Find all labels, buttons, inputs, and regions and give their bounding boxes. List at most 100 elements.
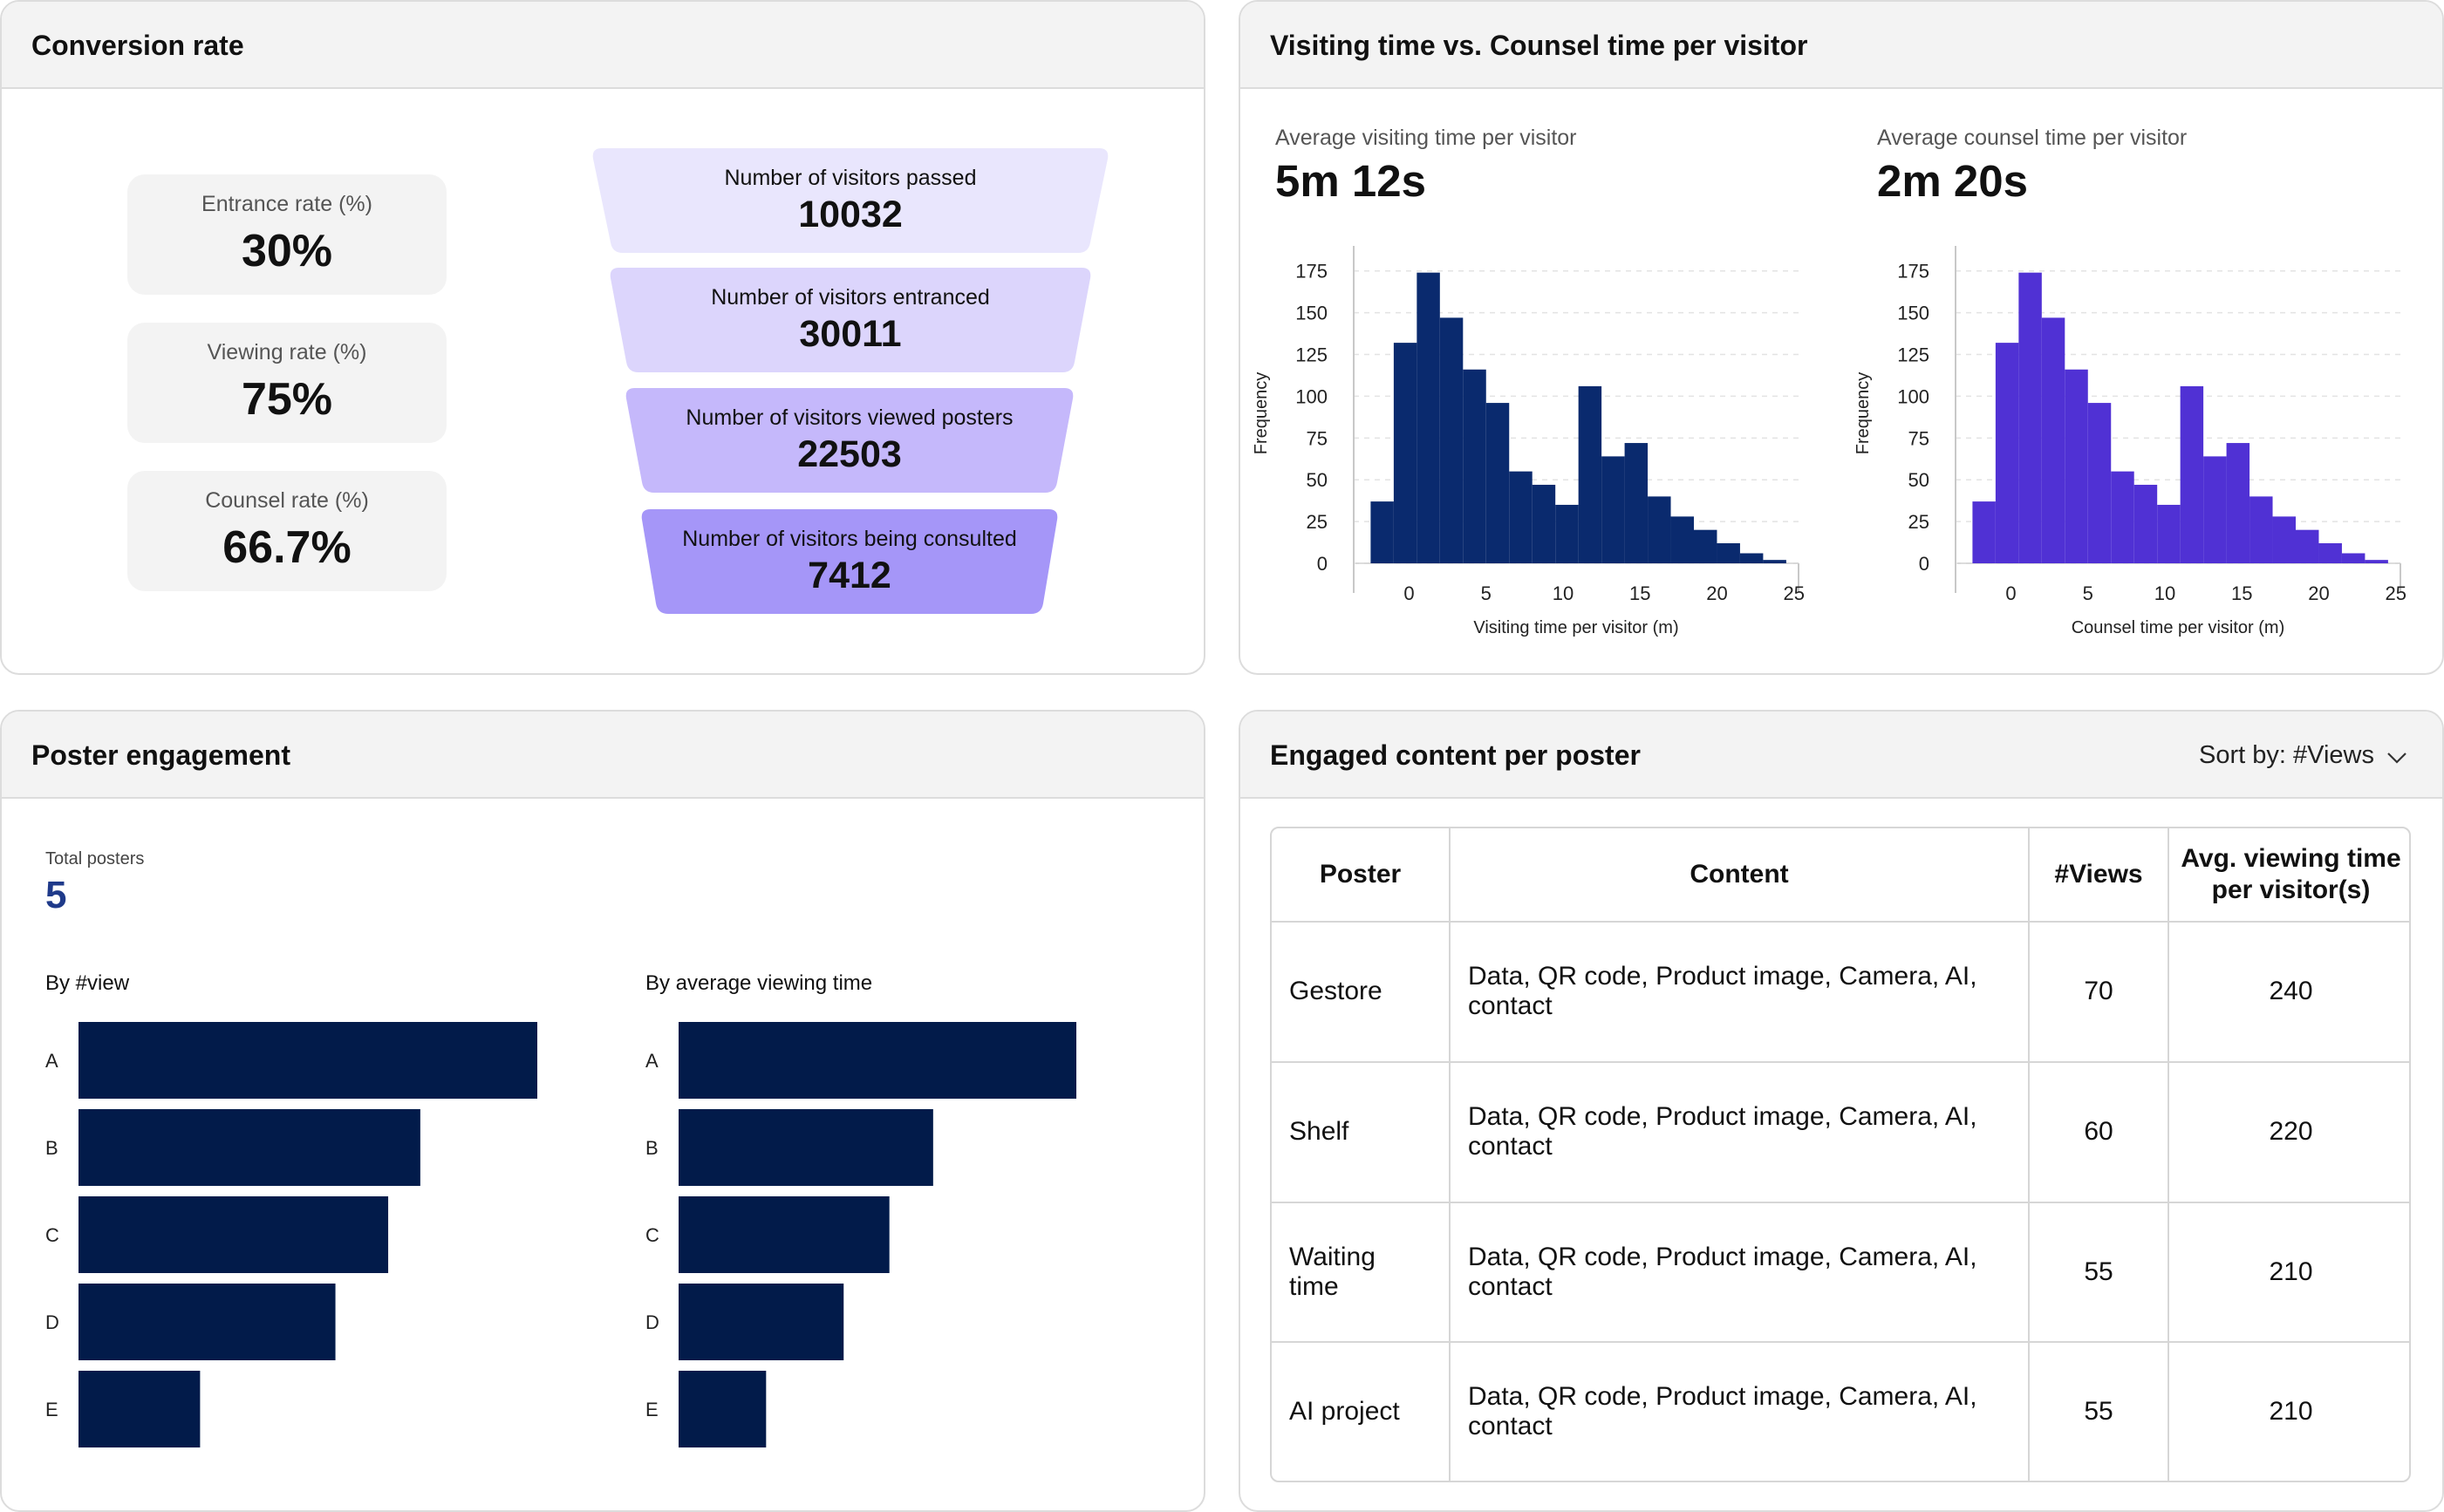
histogram-bar [2249, 496, 2273, 563]
x-tick-label: 0 [1403, 582, 1414, 604]
views-cell: 70 [2028, 921, 2169, 1063]
content-cell: Data, QR code, Product image, Camera, AI… [1449, 1341, 2030, 1481]
category-label: C [645, 1224, 659, 1246]
x-tick-label: 25 [2385, 582, 2406, 604]
category-label: A [45, 1050, 58, 1072]
funnel-label: Number of visitors passed [724, 166, 977, 190]
bar-a [679, 1022, 1076, 1099]
table-row[interactable]: Waiting time Data, QR code, Product imag… [1272, 1201, 2409, 1344]
bar-e [79, 1371, 201, 1447]
histogram-bar [1972, 501, 1996, 563]
total-posters-label: Total posters [45, 849, 145, 868]
bar-d [79, 1284, 336, 1360]
histogram-bar [2087, 403, 2112, 563]
y-tick-label: 125 [1295, 344, 1328, 366]
y-tick-label: 75 [1307, 427, 1328, 449]
histogram-bar [2065, 369, 2088, 563]
y-tick-label: 50 [1307, 469, 1328, 491]
funnel-step-entranced: Number of visitors entranced 30011 [609, 268, 1092, 372]
x-tick-label: 10 [1553, 582, 1574, 604]
y-tick-label: 75 [1908, 427, 1929, 449]
funnel-value: 22503 [797, 433, 902, 475]
viewing-rate-box: Viewing rate (%) 75% [127, 323, 447, 443]
card-title: Visiting time vs. Counsel time per visit… [1270, 30, 1808, 61]
card-header: Conversion rate [2, 2, 1204, 89]
histogram-bar [1648, 496, 1671, 563]
card-title: Poster engagement [31, 739, 290, 771]
avg-time-cell: 240 [2168, 921, 2409, 1063]
engaged-content-table: Poster Content #Views Avg. viewing time … [1270, 827, 2411, 1482]
histogram-bar [1578, 385, 1602, 563]
histogram-bar [1694, 529, 1717, 563]
sort-label: Sort by: #Views [2199, 741, 2374, 769]
bar-b [679, 1109, 933, 1186]
funnel-step-consulted: Number of visitors being consulted 7412 [640, 509, 1059, 614]
histogram-bar [2203, 456, 2227, 563]
views-cell: 55 [2028, 1201, 2169, 1344]
histogram-bar [1439, 317, 1464, 563]
table-row[interactable]: AI project Data, QR code, Product image,… [1272, 1341, 2409, 1481]
sort-dropdown[interactable]: Sort by: #Views [2199, 712, 2407, 800]
bar-c [79, 1196, 389, 1273]
y-tick-label: 0 [1919, 553, 1929, 575]
histogram-bar [1393, 343, 1417, 563]
views-bar-chart: A B C D E [45, 1022, 537, 1447]
viewing-time-bar-chart: A B C D E [645, 1022, 1076, 1447]
histogram-bar [1763, 560, 1786, 563]
card-header: Engaged content per poster Sort by: #Vie… [1240, 712, 2442, 799]
histogram-bar [1417, 272, 1440, 563]
x-tick-label: 20 [2308, 582, 2329, 604]
avg-time-cell: 210 [2168, 1341, 2409, 1481]
y-axis-label: Frequency [1252, 372, 1271, 455]
histogram-bar [2272, 516, 2296, 563]
card-header: Poster engagement [2, 712, 1204, 799]
poster-cell: Shelf [1272, 1060, 1451, 1203]
content-cell: Data, QR code, Product image, Camera, AI… [1449, 921, 2030, 1063]
content-cell: Data, QR code, Product image, Camera, AI… [1449, 1201, 2030, 1344]
x-axis-label: Visiting time per visitor (m) [1473, 618, 1678, 637]
histogram-bar [1601, 456, 1625, 563]
poster-cell: Gestore [1272, 921, 1451, 1063]
column-header-content[interactable]: Content [1449, 828, 2030, 923]
y-tick-label: 125 [1897, 344, 1929, 366]
y-tick-label: 50 [1908, 469, 1929, 491]
table-row[interactable]: Shelf Data, QR code, Product image, Came… [1272, 1060, 2409, 1203]
histogram-bar [1532, 484, 1556, 563]
card-title: Engaged content per poster [1270, 739, 1641, 771]
histogram-bar [2133, 484, 2158, 563]
bar-a [79, 1022, 537, 1099]
table-row[interactable]: Gestore Data, QR code, Product image, Ca… [1272, 921, 2409, 1063]
column-header-avg-time[interactable]: Avg. viewing time per visitor(s) [2168, 828, 2409, 923]
rate-label: Counsel rate (%) [205, 488, 369, 513]
entrance-rate-box: Entrance rate (%) 30% [127, 174, 447, 295]
histogram-bar [1995, 343, 2019, 563]
poster-engagement-card: Poster engagement Total posters 5 By #vi… [0, 710, 1205, 1512]
column-header-poster[interactable]: Poster [1272, 828, 1451, 923]
avg-time-cell: 220 [2168, 1060, 2409, 1203]
by-view-title: By #view [45, 971, 130, 995]
histogram-bar [1624, 443, 1649, 563]
table-header-row: Poster Content #Views Avg. viewing time … [1272, 828, 2409, 923]
histogram-bar [1485, 403, 1510, 563]
histogram-bar [1509, 471, 1533, 563]
bar-c [679, 1196, 890, 1273]
histogram-bar [2041, 317, 2065, 563]
category-label: E [45, 1399, 58, 1420]
counsel-avg-label: Average counsel time per visitor [1877, 126, 2188, 150]
card-title: Conversion rate [31, 30, 244, 61]
y-tick-label: 0 [1317, 553, 1328, 575]
rate-value: 75% [241, 374, 333, 425]
funnel-label: Number of visitors viewed posters [686, 405, 1014, 430]
histogram-bar [2111, 471, 2134, 563]
histogram-bar [1463, 369, 1486, 563]
x-tick-label: 10 [2154, 582, 2175, 604]
bar-e [679, 1371, 767, 1447]
funnel-shape [610, 268, 1091, 372]
counsel-rate-box: Counsel rate (%) 66.7% [127, 471, 447, 591]
column-header-views[interactable]: #Views [2028, 828, 2169, 923]
avg-time-cell: 210 [2168, 1201, 2409, 1344]
funnel-value: 7412 [808, 555, 891, 596]
category-label: C [45, 1224, 59, 1246]
funnel-value: 10032 [798, 194, 903, 235]
y-tick-label: 175 [1295, 261, 1328, 283]
